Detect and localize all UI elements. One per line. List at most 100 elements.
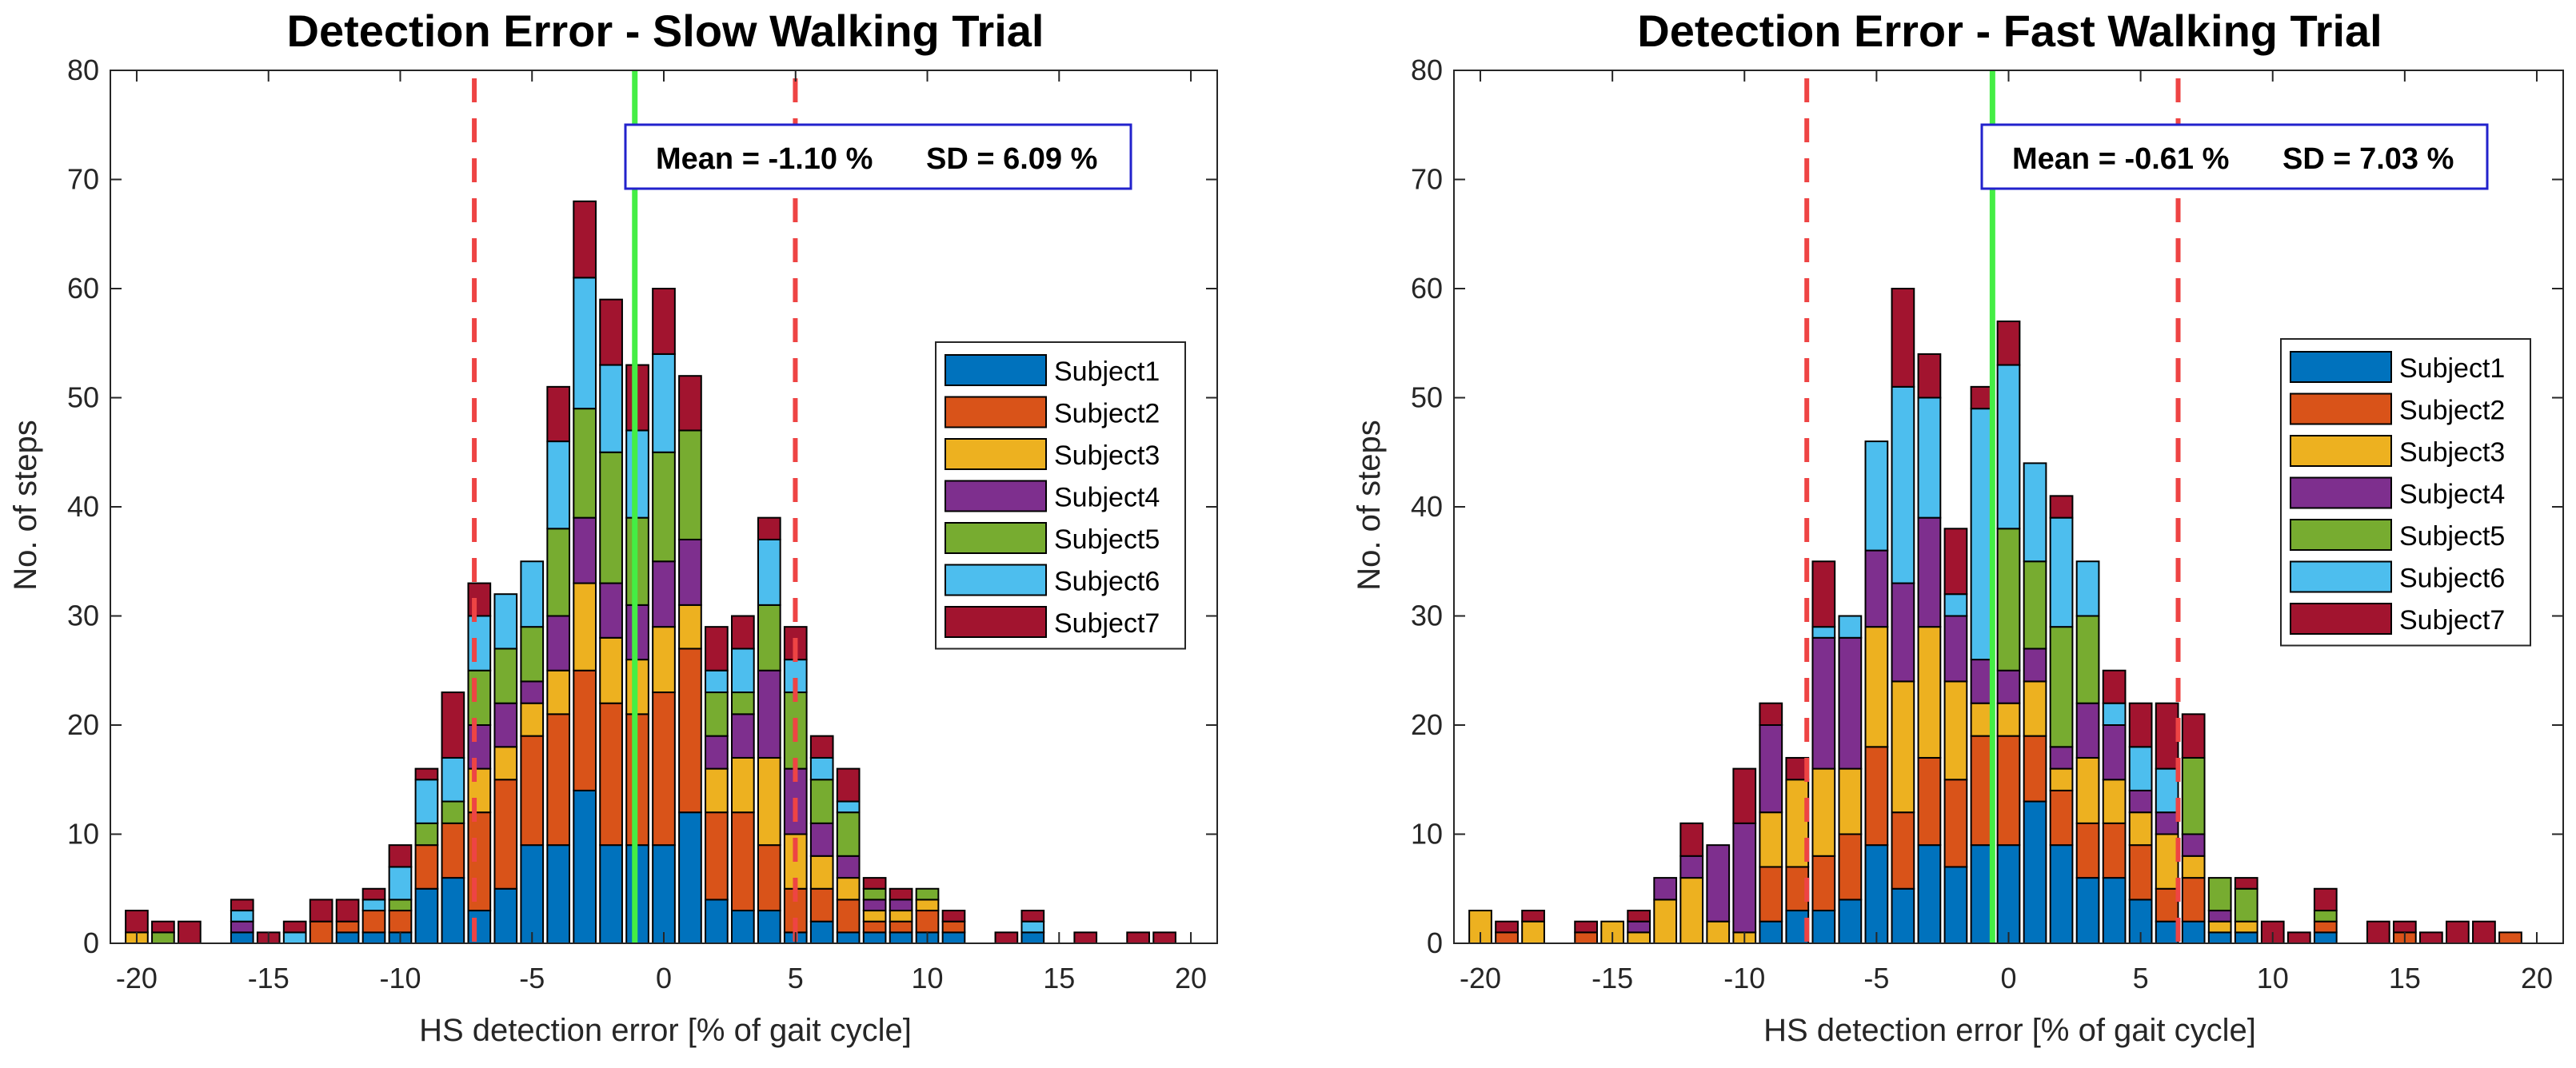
bar-segment-slow-subject7 <box>178 920 202 944</box>
bar-segment-slow-subject7 <box>282 920 307 934</box>
bar-segment-fast-subject4 <box>1732 822 1757 934</box>
bar-segment-slow-subject1 <box>941 931 966 944</box>
bar-segment-fast-subject3 <box>1917 626 1942 759</box>
bar-segment-fast-subject4 <box>1864 549 1889 628</box>
legend-swatch-subject5 <box>945 522 1047 554</box>
bar-segment-slow-subject2 <box>862 920 887 934</box>
bar-segment-fast-subject3 <box>2155 833 2179 890</box>
bar-segment-slow-subject2 <box>757 844 781 912</box>
y-tick-label-slow: 70 <box>67 163 99 196</box>
bar-segment-fast-subject7 <box>2102 669 2127 704</box>
bar-segment-slow-subject4 <box>862 899 887 912</box>
y-axis-label-fast: No. of steps <box>1352 420 1387 590</box>
bar-segment-fast-subject4 <box>1679 855 1704 879</box>
bar-segment-fast-subject5 <box>2234 887 2258 923</box>
bar-segment-slow-subject7 <box>441 691 465 759</box>
bar-segment-slow-subject7 <box>889 887 913 901</box>
bar-segment-slow-subject4 <box>836 855 861 879</box>
bar-segment-fast-subject7 <box>1495 920 1519 934</box>
bar-segment-slow-subject6 <box>467 615 492 671</box>
bar-segment-slow-subject6 <box>388 866 413 901</box>
bar-segment-slow-subject6 <box>282 931 307 944</box>
bar-segment-fast-subject7 <box>2446 920 2470 944</box>
bar-segment-slow-subject6 <box>441 756 465 803</box>
bar-segment-slow-subject6 <box>705 669 729 694</box>
bar-segment-slow-subject2 <box>941 920 966 934</box>
bar-segment-slow-subject6 <box>836 800 861 814</box>
legend-label-subject2: Subject2 <box>2399 396 2505 426</box>
bar-segment-fast-subject6 <box>1917 397 1942 519</box>
bar-segment-slow-subject5 <box>809 779 834 824</box>
bar-segment-slow-subject5 <box>862 887 887 901</box>
sd-label-fast: SD = 7.03 % <box>2282 142 2454 176</box>
x-tick-label-slow: 20 <box>1175 962 1207 994</box>
bar-segment-fast-subject4 <box>2128 789 2153 814</box>
y-tick-label-slow: 80 <box>67 54 99 86</box>
legend-label-subject5: Subject5 <box>1054 524 1160 555</box>
bar-segment-fast-subject5 <box>2313 910 2338 923</box>
bar-segment-fast-subject3 <box>2234 920 2258 934</box>
bar-segment-slow-subject3 <box>809 855 834 890</box>
legend-label-subject4: Subject4 <box>2399 480 2505 510</box>
bar-segment-fast-subject7 <box>2313 887 2338 912</box>
bar-segment-fast-subject7 <box>2472 920 2496 944</box>
bar-segment-fast-subject3 <box>2128 811 2153 847</box>
bar-segment-fast-subject4 <box>2155 811 2179 835</box>
bar-segment-fast-subject4 <box>2049 746 2074 770</box>
y-tick-label-slow: 40 <box>67 490 99 523</box>
bar-segment-fast-subject2 <box>2128 844 2153 901</box>
x-tick-label-fast: 10 <box>2257 962 2289 994</box>
legend-label-subject2: Subject2 <box>1054 399 1160 429</box>
bar-segment-fast-subject1 <box>1891 887 1915 944</box>
bar-segment-slow-subject6 <box>757 538 781 606</box>
bar-segment-slow-subject7 <box>414 767 439 781</box>
bar-segment-fast-subject7 <box>2392 920 2417 934</box>
bar-segment-fast-subject3 <box>2181 855 2206 879</box>
legend-fast: Subject1 Subject2 Subject3 Subject4 Subject5… <box>2280 338 2531 647</box>
bar-segment-fast-subject4 <box>2102 724 2127 781</box>
bar-segment-slow-subject1 <box>1020 931 1045 944</box>
bar-segment-fast-subject1 <box>2023 800 2047 944</box>
bar-segment-slow-subject3 <box>678 604 702 650</box>
bar-segment-slow-subject1 <box>361 931 386 944</box>
legend-swatch-subject2 <box>945 396 1047 428</box>
y-tick-label-slow: 10 <box>67 818 99 851</box>
bar-segment-fast-subject7 <box>1891 288 1915 388</box>
chart-title-fast: Detection Error - Fast Walking Trial <box>1637 6 2382 56</box>
bar-segment-slow-subject6 <box>573 277 597 410</box>
bar-segment-slow-subject2 <box>573 669 597 791</box>
x-tick-label-fast: 20 <box>2521 962 2553 994</box>
bar-segment-slow-subject6 <box>493 593 518 650</box>
legend-label-subject1: Subject1 <box>2399 353 2505 384</box>
y-tick-label-fast: 70 <box>1411 163 1443 196</box>
bar-segment-slow-subject2 <box>915 910 940 934</box>
bar-segment-fast-subject3 <box>1838 767 1863 835</box>
bar-segment-slow-subject7 <box>862 877 887 890</box>
bar-segment-fast-subject1 <box>2049 844 2074 945</box>
bar-segment-fast-subject1 <box>2075 877 2100 944</box>
bar-segment-fast-subject4 <box>2207 910 2232 923</box>
bar-segment-slow-subject1 <box>889 931 913 944</box>
bar-segment-fast-subject1 <box>2181 920 2206 944</box>
bar-segment-slow-subject7 <box>994 931 1019 944</box>
bar-segment-fast-subject1 <box>2102 877 2127 944</box>
bar-segment-slow-subject1 <box>652 844 676 945</box>
bar-segment-fast-subject1 <box>1917 844 1942 945</box>
bar-segment-slow-subject7 <box>309 899 333 923</box>
bar-segment-slow-subject1 <box>599 844 623 945</box>
bar-segment-slow-subject4 <box>573 516 597 584</box>
legend-swatch-subject5 <box>2290 519 2392 551</box>
bar-segment-fast-subject6 <box>2075 560 2100 617</box>
bar-segment-slow-subject5 <box>705 691 729 737</box>
bar-segment-slow-subject7 <box>388 844 413 868</box>
bar-segment-slow-subject4 <box>705 735 729 770</box>
bar-segment-slow-subject1 <box>520 844 545 945</box>
bar-segment-slow-subject5 <box>467 669 492 726</box>
bar-segment-slow-subject3 <box>836 877 861 901</box>
bar-segment-fast-subject1 <box>1759 920 1783 944</box>
bar-segment-slow-subject3 <box>573 582 597 671</box>
x-tick-label-slow: -20 <box>116 962 158 994</box>
bar-segment-slow-subject5 <box>151 931 175 944</box>
y-tick-label-fast: 10 <box>1411 818 1443 851</box>
bar-segment-slow-subject6 <box>652 353 676 453</box>
